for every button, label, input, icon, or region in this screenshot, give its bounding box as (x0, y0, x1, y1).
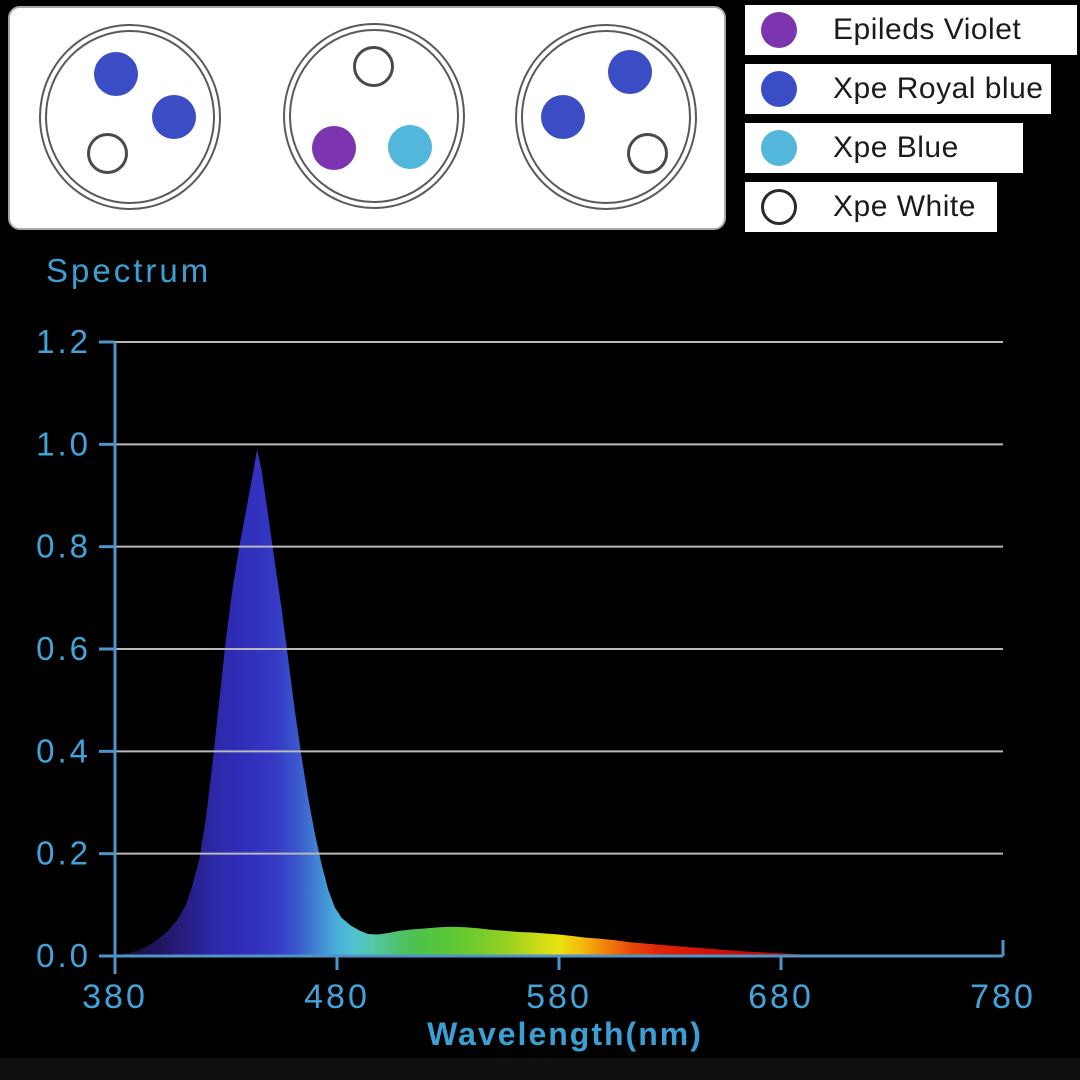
chart-tick-labels: 1.2 1.0 0.8 0.6 0.4 0.2 0.0 380 480 580 680 780 (36, 323, 1036, 1016)
led-puck-panel (8, 6, 726, 230)
y-tick-label: 0.0 (36, 937, 91, 974)
chart-gridlines (115, 341, 1003, 855)
led-dot-white-icon (626, 132, 668, 174)
legend-label: Xpe White (833, 190, 976, 223)
chart-title: Spectrum (46, 252, 212, 289)
legend-color-dot-icon (761, 71, 797, 107)
bottom-strip (0, 1058, 1080, 1080)
x-tick-label: 580 (526, 978, 592, 1016)
y-tick-label: 0.8 (36, 528, 91, 565)
led-dot-royal-blue-icon (152, 95, 196, 139)
led-dot-white-icon (86, 132, 128, 174)
y-tick-label: 1.2 (36, 323, 91, 360)
x-tick-label: 680 (748, 978, 814, 1016)
spectrum-curve (115, 449, 852, 956)
y-tick-label: 1.0 (36, 425, 91, 462)
legend-item-xpe-royal-blue: Xpe Royal blue (745, 64, 1051, 114)
y-tick-label: 0.4 (36, 732, 91, 769)
legend-label: Xpe Blue (833, 131, 959, 164)
x-tick-label: 480 (304, 978, 370, 1016)
legend: Epileds Violet Xpe Royal blue Xpe Blue Xpe … (745, 5, 1077, 241)
x-tick-label: 780 (970, 978, 1036, 1016)
y-tick-label: 0.2 (36, 835, 91, 872)
led-dot-royal-blue-icon (94, 52, 138, 96)
led-dot-royal-blue-icon (541, 95, 585, 139)
x-axis-title: Wavelength(nm) (427, 1016, 703, 1052)
y-tick-label: 0.6 (36, 630, 91, 667)
led-dot-blue-icon (388, 125, 432, 169)
legend-label: Epileds Violet (833, 13, 1022, 46)
legend-color-dot-icon (761, 130, 797, 166)
x-tick-label: 380 (82, 978, 148, 1016)
chart-axes (99, 340, 1005, 974)
puck-2-inner-ring (289, 29, 459, 203)
legend-color-dot-icon (761, 12, 797, 48)
puck-1-inner-ring (45, 30, 215, 204)
spectrum-chart: 1.2 1.0 0.8 0.6 0.4 0.2 0.0 380 480 580 680 780 (36, 323, 1036, 1016)
led-dot-violet-icon (312, 126, 356, 170)
legend-item-epileds-violet: Epileds Violet (745, 5, 1077, 55)
led-dot-royal-blue-icon (608, 50, 652, 94)
legend-item-xpe-blue: Xpe Blue (745, 123, 1023, 173)
legend-item-xpe-white: Xpe White (745, 182, 997, 232)
legend-label: Xpe Royal blue (833, 72, 1044, 105)
legend-color-dot-icon (761, 189, 797, 225)
puck-3-inner-ring (521, 30, 691, 204)
led-dot-white-icon (352, 45, 394, 87)
